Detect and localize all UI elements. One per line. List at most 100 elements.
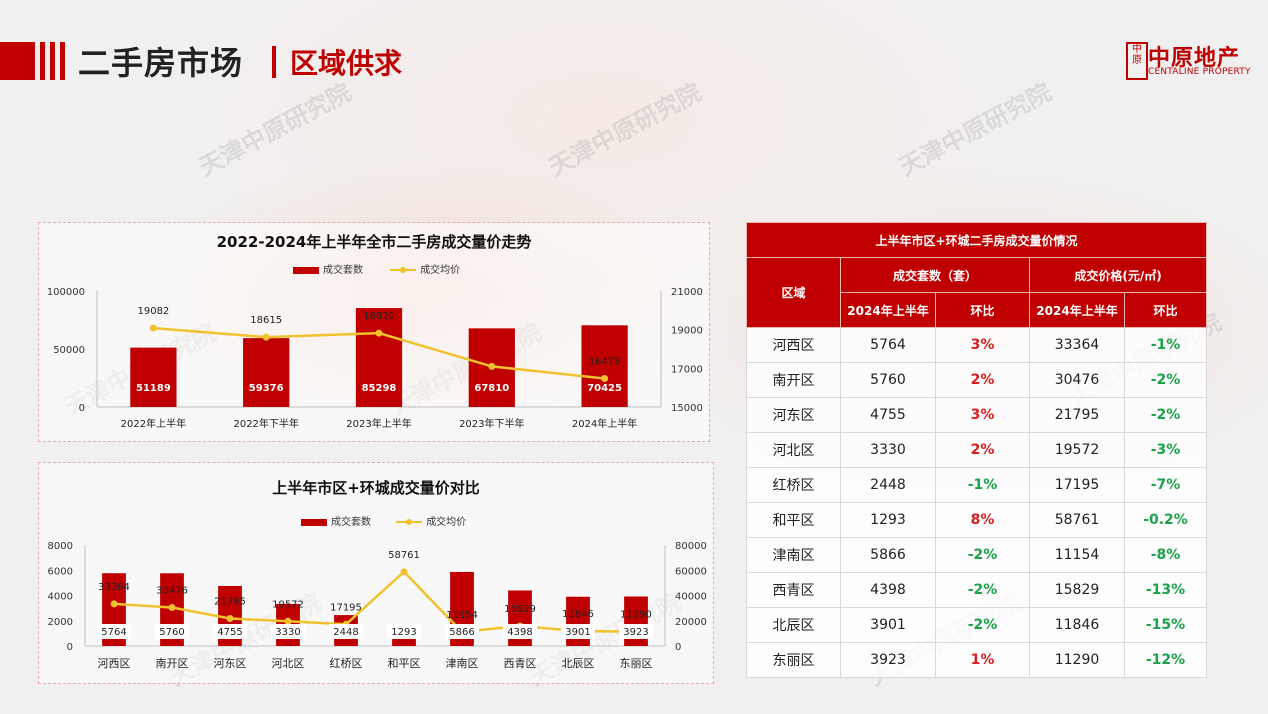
col-region: 区域 (746, 257, 841, 328)
bar (581, 325, 628, 407)
table-title: 上半年市区+环城二手房成交量价情况 (745, 222, 1208, 258)
bar-value-label: 3923 (623, 627, 648, 638)
bar-label-bg (503, 624, 537, 639)
legend-bar: 成交套数 (301, 517, 371, 528)
x-tick-label: 河北区 (272, 657, 305, 670)
bar-value-label: 4755 (217, 627, 242, 638)
bar-value-label: 51189 (136, 383, 171, 394)
cell-volume: 4398 (840, 572, 936, 608)
district-chart-panel: 上半年市区+环城成交量价对比 成交套数 成交均价 0 2000 4000 6000 80… (38, 462, 714, 684)
x-tick-label: 河东区 (214, 657, 247, 670)
cell-price: 15829 (1029, 572, 1125, 608)
cell-price: 30476 (1029, 362, 1125, 398)
price-point (375, 329, 383, 337)
logo-name-en: CENTALINE PROPERTY (1148, 67, 1251, 77)
legend-bar: 成交套数 (293, 265, 363, 276)
cell-volume: 5764 (840, 327, 936, 363)
bar-value-label: 5760 (159, 627, 184, 638)
sub-volume-change: 环比 (935, 292, 1030, 328)
price-point (226, 614, 234, 622)
table-row: 河北区 3330 2% 19572 -3% (746, 432, 1208, 468)
cell-volume: 3901 (840, 607, 936, 643)
cell-region: 东丽区 (746, 642, 841, 678)
table-row: 西青区 4398 -2% 15829 -13% (746, 572, 1208, 608)
bar-label-bg (561, 624, 595, 639)
x-tick-label: 红桥区 (330, 657, 363, 670)
y-tick-left: 4000 (48, 592, 73, 603)
x-tick-label: 津南区 (446, 657, 479, 670)
x-tick-label: 河西区 (98, 657, 131, 670)
cell-region: 河东区 (746, 397, 841, 433)
price-point (149, 324, 157, 332)
cell-price-change: -12% (1123, 642, 1208, 678)
price-value-label: 30476 (156, 586, 188, 597)
price-point (262, 333, 270, 341)
price-value-label: 33364 (98, 582, 130, 593)
cell-volume-change: -2% (935, 537, 1030, 573)
price-value-label: 21795 (214, 596, 246, 607)
cell-price: 21795 (1029, 397, 1125, 433)
y-tick-left: 100000 (47, 287, 85, 298)
sub-volume-period: 2024年上半年 (840, 292, 936, 328)
cell-volume: 1293 (840, 502, 936, 538)
price-point (488, 362, 496, 370)
y-tick-right: 80000 (675, 541, 707, 552)
x-tick-label: 2022年下半年 (233, 417, 298, 430)
price-value-label: 11290 (620, 610, 652, 621)
cell-region: 北辰区 (746, 607, 841, 643)
cell-volume: 4755 (840, 397, 936, 433)
cell-price-change: -0.2% (1123, 502, 1208, 538)
price-value-label: 15829 (504, 604, 536, 615)
district-chart: 02000400060008000020000400006000080000河西… (48, 541, 707, 670)
table-row: 南开区 5760 2% 30476 -2% (746, 362, 1208, 398)
cell-volume-change: 2% (935, 432, 1030, 468)
cell-volume: 3923 (840, 642, 936, 678)
x-tick-label: 2023年上半年 (346, 417, 411, 430)
bar-value-label: 85298 (362, 383, 397, 394)
bar-value-label: 5866 (449, 627, 474, 638)
page-header: 二手房市场 区域供求 (0, 38, 560, 84)
y-tick-right: 15000 (671, 403, 703, 414)
watermark: 天津中原研究院 (194, 77, 356, 182)
chart-title: 2022-2024年上半年全市二手房成交量价走势 (216, 233, 532, 251)
watermark: 天津中原研究院 (894, 77, 1056, 182)
bar-label-bg (445, 624, 479, 639)
bar (130, 347, 177, 407)
logo-name-cn: 中原地产 (1148, 46, 1241, 71)
cell-price-change: -8% (1123, 537, 1208, 573)
bar-label-bg (155, 624, 189, 639)
title-separator (272, 46, 276, 78)
group-price: 成交价格(元/㎡) (1028, 257, 1208, 293)
table-row: 北辰区 3901 -2% 11846 -15% (746, 607, 1208, 643)
price-value-label: 19082 (137, 306, 169, 317)
bar-label-bg (97, 624, 131, 639)
bar-label-bg (213, 624, 247, 639)
price-value-label: 16475 (589, 356, 621, 367)
cell-volume: 2448 (840, 467, 936, 503)
table-row: 津南区 5866 -2% 11154 -8% (746, 537, 1208, 573)
price-value-label: 19572 (272, 599, 304, 610)
cell-region: 西青区 (746, 572, 841, 608)
cell-price: 11290 (1029, 642, 1125, 678)
price-value-label: 17195 (330, 602, 362, 613)
cell-price-change: -7% (1123, 467, 1208, 503)
cell-price-change: -3% (1123, 432, 1208, 468)
y-tick-left: 0 (67, 642, 73, 653)
y-tick-right: 20000 (675, 617, 707, 628)
page-subtitle: 区域供求 (290, 47, 403, 80)
cell-volume: 5866 (840, 537, 936, 573)
y-tick-right: 21000 (671, 287, 703, 298)
header-stripes (0, 42, 68, 80)
table-row: 河西区 5764 3% 33364 -1% (746, 327, 1208, 363)
y-tick-right: 40000 (675, 592, 707, 603)
x-tick-label: 2023年下半年 (459, 417, 524, 430)
bar-label-bg (329, 624, 363, 639)
bar-value-label: 5764 (101, 627, 126, 638)
bar-label-bg (619, 624, 653, 639)
bar-value-label: 3330 (275, 627, 300, 638)
bar-label-bg (271, 624, 305, 639)
price-point (168, 604, 176, 612)
cell-volume-change: 8% (935, 502, 1030, 538)
bar-label-bg (387, 624, 421, 639)
bar-value-label: 3901 (565, 627, 590, 638)
